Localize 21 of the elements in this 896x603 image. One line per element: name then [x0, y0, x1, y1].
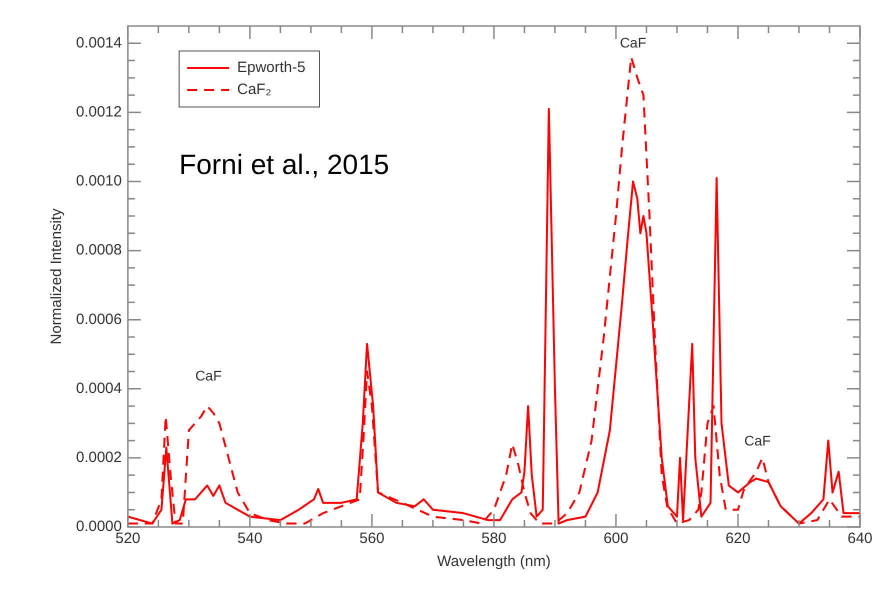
x-tick-label: 620	[725, 530, 750, 548]
x-tick-label: 540	[237, 530, 262, 548]
x-tick-label: 560	[359, 530, 384, 548]
annotation: CaF	[195, 368, 222, 384]
annotation: CaF	[744, 432, 771, 449]
y-tick-label: 0.0002	[76, 449, 122, 466]
y-tick-label: 0.0010	[76, 172, 122, 190]
y-tick-label: 0.0012	[76, 104, 122, 121]
x-tick-label: 600	[603, 530, 628, 548]
y-tick-label: 0.0014	[76, 34, 122, 52]
x-tick-label: 640	[847, 530, 873, 548]
annotation: CaF	[620, 34, 646, 50]
legend-label: CaF₂	[237, 81, 272, 98]
y-tick-label: 0.0006	[76, 310, 122, 328]
y-axis-title: Normalized Intensity	[48, 208, 66, 344]
y-tick-label: 0.0004	[76, 380, 122, 397]
x-tick-label: 580	[481, 530, 506, 548]
annotation: Forni et al., 2015	[179, 149, 390, 180]
y-tick-label: 0.0008	[76, 242, 122, 259]
legend-label: Epworth-5	[237, 59, 306, 76]
x-axis-title: Wavelength (nm)	[437, 553, 551, 570]
